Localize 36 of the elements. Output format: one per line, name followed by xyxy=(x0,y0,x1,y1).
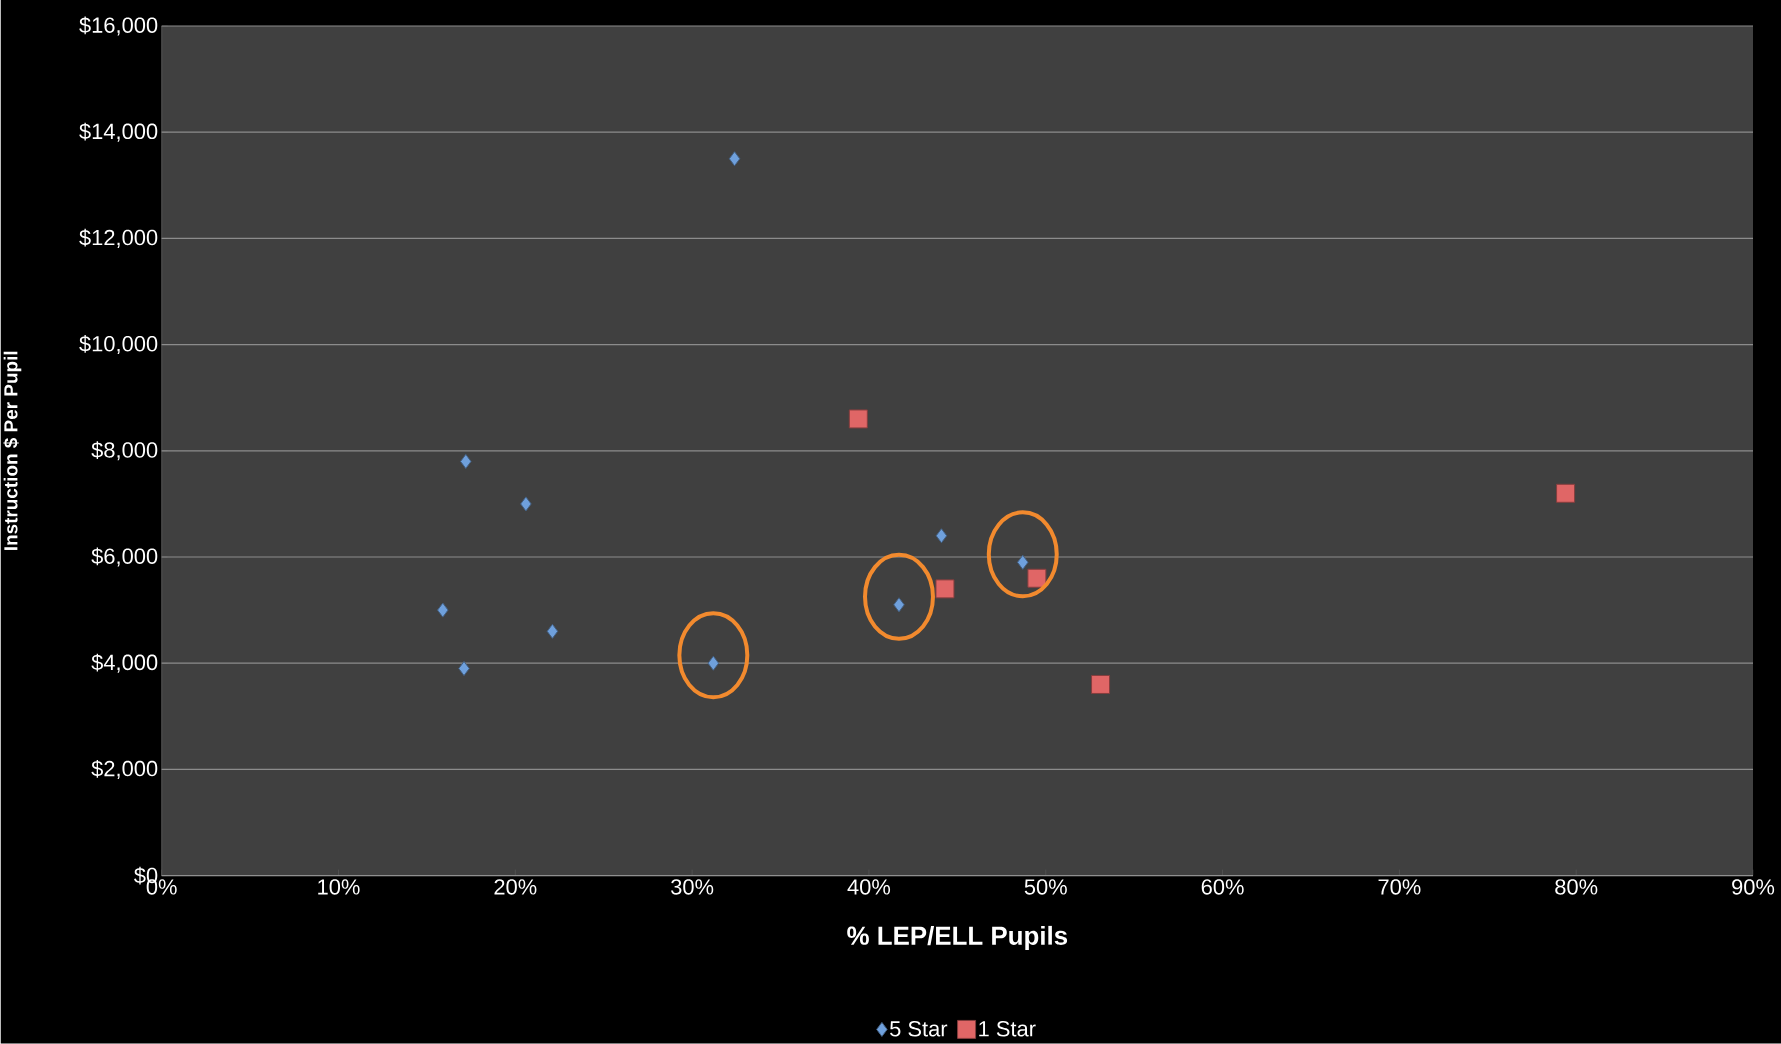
point xyxy=(460,454,472,470)
legend-label: 5 Star xyxy=(890,1021,948,1037)
x-tick-label: 80% xyxy=(1555,879,1598,895)
point xyxy=(1556,484,1576,503)
point xyxy=(728,151,741,167)
y-tick-label: $10,000 xyxy=(79,335,158,355)
y-axis-title: Instruction $ Per Pupil xyxy=(3,351,22,551)
point xyxy=(707,655,720,671)
legend-label: 1 Star xyxy=(979,1021,1036,1037)
point xyxy=(437,602,449,618)
y-tick-label: $6,000 xyxy=(91,547,158,567)
point xyxy=(520,496,532,512)
point xyxy=(1091,675,1111,695)
point xyxy=(1017,555,1029,571)
point xyxy=(935,579,955,599)
point xyxy=(935,528,948,544)
x-tick-label: 10% xyxy=(318,879,360,895)
y-tick-label: $12,000 xyxy=(79,229,158,249)
x-tick-label: 30% xyxy=(671,879,714,895)
y-tick-label: $14,000 xyxy=(79,122,158,142)
y-tick-label: $16,000 xyxy=(79,16,158,36)
y-tick-label: $8,000 xyxy=(91,441,158,461)
x-tick-label: 20% xyxy=(494,879,537,895)
y-tick-label: $2,000 xyxy=(91,760,158,780)
point xyxy=(546,624,559,640)
x-tick-label: 50% xyxy=(1024,879,1067,895)
x-axis-title: % LEP/ELL Pupils xyxy=(847,926,1068,951)
y-tick-label: $4,000 xyxy=(91,653,158,673)
x-tick-label: 70% xyxy=(1378,879,1421,895)
point xyxy=(458,661,470,677)
point xyxy=(848,409,868,429)
point xyxy=(1027,568,1047,588)
x-tick-label: 40% xyxy=(847,879,891,895)
x-tick-label: 60% xyxy=(1201,879,1244,895)
x-tick-label: 90% xyxy=(1732,879,1775,895)
point xyxy=(893,597,905,613)
